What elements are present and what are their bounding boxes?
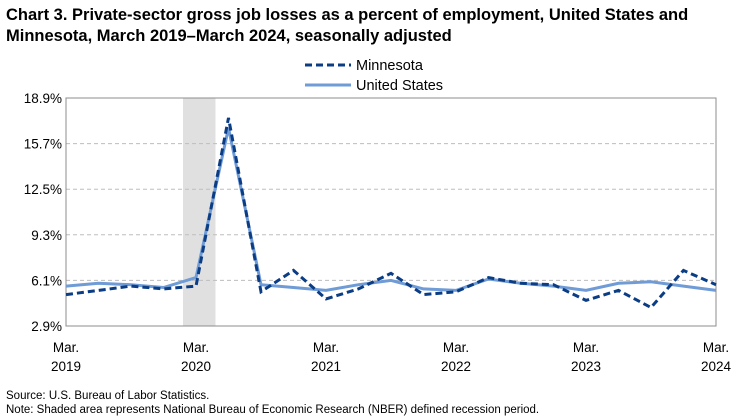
- y-tick-label: 15.7%: [24, 137, 62, 152]
- y-tick-label: 6.1%: [31, 273, 62, 288]
- x-tick-label-year: 2022: [441, 359, 471, 374]
- x-tick-label-year: 2024: [701, 359, 732, 374]
- x-tick-label-year: 2023: [571, 359, 601, 374]
- y-tick-label: 9.3%: [31, 228, 62, 243]
- x-tick-label-month: Mar.: [313, 340, 339, 355]
- x-tick-label-month: Mar.: [53, 340, 79, 355]
- x-tick-label-month: Mar.: [573, 340, 599, 355]
- x-tick-label-month: Mar.: [183, 340, 209, 355]
- x-tick-label-year: 2019: [51, 359, 81, 374]
- chart-title: Chart 3. Private-sector gross job losses…: [6, 6, 689, 45]
- x-tick-label-month: Mar.: [703, 340, 729, 355]
- y-tick-label: 18.9%: [24, 91, 62, 106]
- source-note: Source: U.S. Bureau of Labor Statistics.: [6, 390, 210, 402]
- united-states-line: [65, 127, 717, 292]
- legend-label-united-states: United States: [356, 78, 443, 94]
- x-tick-label-year: 2020: [181, 359, 211, 374]
- y-tick-label: 12.5%: [24, 182, 62, 197]
- x-tick-label-year: 2021: [311, 359, 341, 374]
- minnesota-line: [65, 117, 717, 310]
- recession-note: Note: Shaded area represents National Bu…: [6, 404, 540, 416]
- x-tick-label-month: Mar.: [443, 340, 469, 355]
- plot-frame: [65, 97, 717, 327]
- legend-label-minnesota: Minnesota: [356, 58, 424, 74]
- y-tick-label: 2.9%: [31, 319, 62, 334]
